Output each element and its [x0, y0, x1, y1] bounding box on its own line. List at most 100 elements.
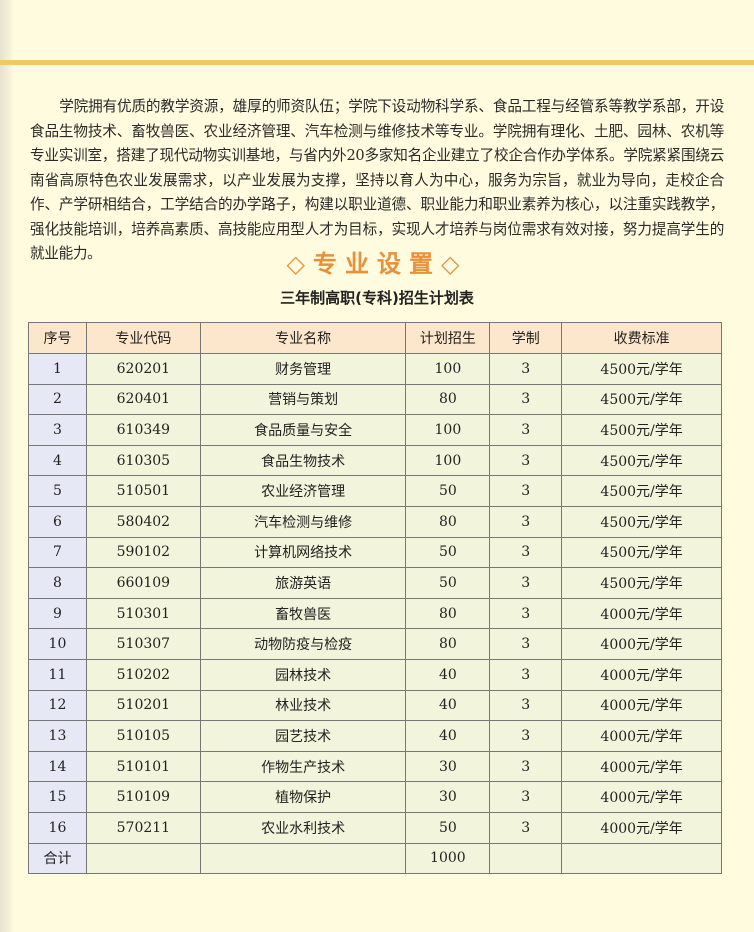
table-cell	[85, 842, 201, 875]
table-cell: 食品生物技术	[199, 444, 407, 477]
table-cell: 3	[489, 567, 563, 599]
table-cell: 2	[28, 383, 87, 416]
table-row: 13 510105 园艺技术 40 3 4000元/学年	[28, 720, 722, 752]
table-row: 2 620401 营销与策划 80 3 4500元/学年	[28, 383, 722, 416]
table-cell: 3	[489, 658, 563, 691]
table-cell: 510202	[85, 658, 201, 691]
table-cell: 4000元/学年	[561, 811, 722, 844]
page-edge-shadow	[0, 0, 14, 932]
table-cell: 3	[489, 597, 563, 630]
table-cell: 16	[28, 811, 87, 844]
table-cell: 旅游英语	[199, 567, 407, 599]
table-cell: 农业水利技术	[199, 811, 407, 844]
table-cell: 610349	[85, 414, 201, 446]
table-cell: 7	[28, 536, 87, 569]
table-row: 15 510109 植物保护 30 3 4000元/学年	[28, 781, 722, 813]
table-cell: 林业技术	[199, 689, 407, 722]
table-cell: 40	[405, 689, 491, 722]
total-row: 合计 1000	[28, 842, 722, 875]
table-cell: 3	[489, 720, 563, 752]
table-cell: 4	[28, 444, 87, 477]
table-cell: 4000元/学年	[561, 689, 722, 722]
table-row: 5 510501 农业经济管理 50 3 4500元/学年	[28, 475, 722, 507]
table-cell: 510501	[85, 475, 201, 507]
table-cell: 50	[405, 536, 491, 569]
table-cell: 3	[489, 505, 563, 538]
table-cell: 4500元/学年	[561, 505, 722, 538]
table-cell: 农业经济管理	[199, 475, 407, 507]
section-title: ◇专业设置◇	[286, 250, 468, 278]
table-row: 16 570211 农业水利技术 50 3 4000元/学年	[28, 811, 722, 844]
table-cell: 40	[405, 720, 491, 752]
table-cell: 财务管理	[199, 353, 407, 385]
column-header: 学制	[489, 322, 563, 354]
table-cell: 3	[489, 444, 563, 477]
table-cell: 12	[28, 689, 87, 722]
intro-paragraph: 学院拥有优质的教学资源，雄厚的师资队伍；学院下设动物科学系、食品工程与经管系等教…	[30, 98, 724, 262]
table-cell: 510201	[85, 689, 201, 722]
table-cell: 590102	[85, 536, 201, 569]
column-header: 计划招生	[405, 322, 491, 354]
table-cell: 660109	[85, 567, 201, 599]
column-header: 序号	[28, 322, 87, 354]
table-cell: 合计	[28, 842, 87, 875]
table-cell: 30	[405, 781, 491, 813]
table-cell: 4500元/学年	[561, 444, 722, 477]
table-cell: 作物生产技术	[199, 750, 407, 783]
column-header: 专业代码	[85, 322, 201, 354]
table-row: 1 620201 财务管理 100 3 4500元/学年	[28, 353, 722, 385]
table-cell: 6	[28, 505, 87, 538]
table-cell: 3	[489, 781, 563, 813]
table-cell: 4500元/学年	[561, 567, 722, 599]
table-cell: 营销与策划	[199, 383, 407, 416]
table-cell: 10	[28, 628, 87, 660]
table-cell: 4000元/学年	[561, 658, 722, 691]
table-cell: 50	[405, 567, 491, 599]
table-cell: 园艺技术	[199, 720, 407, 752]
table-cell: 80	[405, 597, 491, 630]
table-cell: 汽车检测与维修	[199, 505, 407, 538]
table-cell: 570211	[85, 811, 201, 844]
table-cell: 4000元/学年	[561, 781, 722, 813]
table-cell: 3	[489, 383, 563, 416]
table-cell: 植物保护	[199, 781, 407, 813]
table-cell: 1000	[405, 842, 491, 875]
table-cell: 15	[28, 781, 87, 813]
table-row: 4 610305 食品生物技术 100 3 4500元/学年	[28, 444, 722, 477]
table-cell	[561, 842, 722, 875]
table-row: 12 510201 林业技术 40 3 4000元/学年	[28, 689, 722, 722]
table-cell: 4000元/学年	[561, 628, 722, 660]
table-cell: 3	[489, 475, 563, 507]
table-cell: 4500元/学年	[561, 536, 722, 569]
table-cell: 510101	[85, 750, 201, 783]
table-cell: 3	[489, 689, 563, 722]
table-cell: 8	[28, 567, 87, 599]
table-cell: 50	[405, 811, 491, 844]
table-row: 9 510301 畜牧兽医 80 3 4000元/学年	[28, 597, 722, 630]
table-cell: 100	[405, 353, 491, 385]
table-cell: 4000元/学年	[561, 750, 722, 783]
table-cell: 3	[489, 414, 563, 446]
column-header: 专业名称	[199, 322, 407, 354]
table-cell: 3	[489, 353, 563, 385]
table-cell: 80	[405, 628, 491, 660]
table-cell: 40	[405, 658, 491, 691]
table-cell: 620201	[85, 353, 201, 385]
table-cell: 4500元/学年	[561, 414, 722, 446]
table-cell: 14	[28, 750, 87, 783]
table-cell: 计算机网络技术	[199, 536, 407, 569]
table-cell: 30	[405, 750, 491, 783]
header-rule	[0, 60, 754, 65]
table-row: 6 580402 汽车检测与维修 80 3 4500元/学年	[28, 505, 722, 538]
table-cell: 510109	[85, 781, 201, 813]
table-cell: 580402	[85, 505, 201, 538]
table-cell: 100	[405, 444, 491, 477]
table-cell: 100	[405, 414, 491, 446]
table-cell: 4500元/学年	[561, 475, 722, 507]
table-cell: 3	[489, 811, 563, 844]
table-header-row: 序号 专业代码 专业名称 计划招生 学制 收费标准	[28, 322, 722, 354]
table-cell: 510301	[85, 597, 201, 630]
table-cell: 50	[405, 475, 491, 507]
table-cell: 510307	[85, 628, 201, 660]
table-cell: 动物防疫与检疫	[199, 628, 407, 660]
